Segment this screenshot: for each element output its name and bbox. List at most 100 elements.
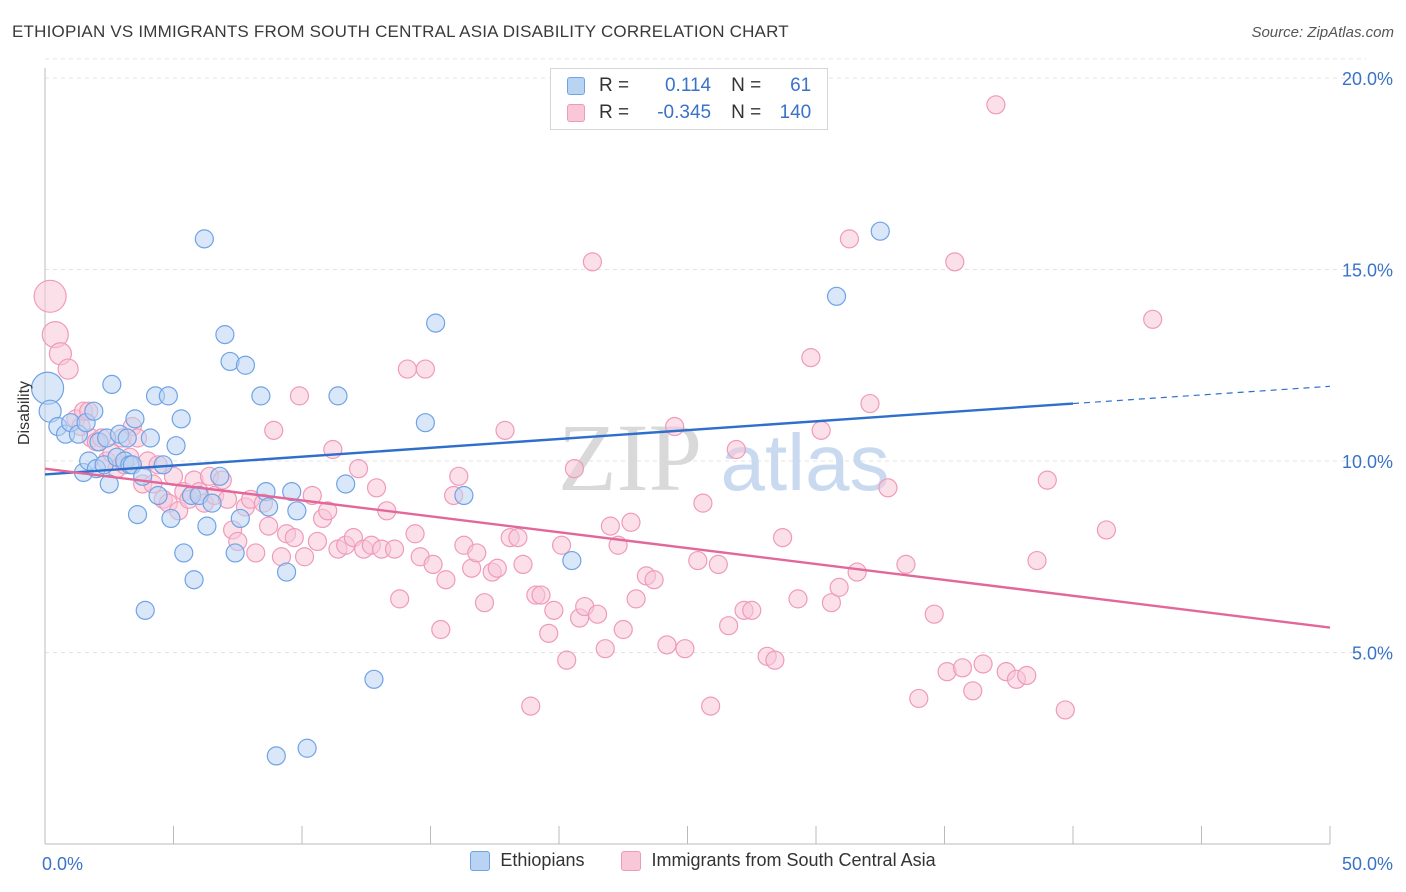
- immigrant-point: [909, 688, 929, 709]
- immigrant-point: [431, 619, 451, 640]
- immigrant-point: [1096, 520, 1117, 540]
- y-tick-label: 15.0%: [1342, 261, 1393, 281]
- r-label: R =: [599, 75, 630, 96]
- immigrant-point: [33, 279, 67, 313]
- immigrant-point: [829, 577, 849, 597]
- chart-title: ETHIOPIAN VS IMMIGRANTS FROM SOUTH CENTR…: [12, 22, 789, 41]
- immigrant-point: [973, 654, 993, 674]
- legend-row-ethiopians: R = 0.114 N = 61: [567, 73, 811, 99]
- r-value: -0.345: [657, 102, 712, 123]
- ethiopian-point: [215, 325, 235, 345]
- ethiopian-point: [870, 221, 890, 241]
- immigrant-point: [595, 639, 615, 659]
- immigrant-point: [688, 550, 708, 571]
- ethiopian-point: [148, 485, 168, 506]
- immigrant-point: [896, 554, 916, 575]
- y-tick-label: 20.0%: [1342, 69, 1393, 89]
- immigrant-point: [878, 478, 898, 498]
- immigrant-point: [963, 681, 983, 701]
- immigrant-point: [436, 570, 456, 590]
- legend-swatch-immigrants: [621, 850, 642, 871]
- immigrant-point: [474, 593, 495, 613]
- legend-item-immigrants: Immigrants from South Central Asia: [621, 850, 936, 871]
- n-value: 61: [790, 75, 812, 96]
- immigrant-point: [495, 420, 515, 440]
- immigrant-point: [415, 359, 435, 379]
- ethiopian-point: [282, 482, 302, 502]
- immigrant-point: [1143, 309, 1163, 329]
- immigrant-point: [531, 585, 551, 605]
- x-tick-label-max: 50.0%: [1342, 854, 1393, 874]
- immigrant-point: [675, 639, 695, 659]
- immigrant-point: [626, 589, 646, 609]
- immigrant-point: [467, 543, 487, 563]
- immigrant-point: [397, 359, 417, 379]
- immigrant-point: [839, 229, 860, 249]
- ethiopian-point: [251, 386, 271, 406]
- immigrant-point: [701, 696, 721, 716]
- immigrant-point: [289, 386, 310, 406]
- immigrant-point: [821, 593, 842, 613]
- immigrant-point: [307, 531, 328, 552]
- ethiopian-point: [158, 386, 178, 406]
- ethiopian-point: [99, 474, 119, 494]
- y-tick-label: 10.0%: [1342, 452, 1393, 472]
- immigrant-point: [449, 466, 469, 486]
- immigrant-point: [1055, 700, 1075, 720]
- immigrant-point: [284, 527, 304, 548]
- ethiopian-point: [258, 497, 279, 517]
- legend-item-ethiopians: Ethiopians: [470, 850, 584, 871]
- ethiopian-point: [426, 313, 446, 333]
- data-points: [30, 95, 1163, 766]
- immigrant-point: [945, 252, 965, 272]
- immigrant-point: [847, 562, 867, 582]
- ethiopian-trend-line: [44, 402, 1074, 476]
- immigrant-point: [557, 650, 577, 670]
- legend-swatch-immigrants: [567, 104, 585, 122]
- immigrant-point: [582, 252, 603, 272]
- immigrant-point: [952, 658, 973, 678]
- immigrant-point: [246, 543, 266, 563]
- immigrant-point: [348, 459, 369, 479]
- ethiopian-point: [364, 669, 384, 689]
- ethiopian-point: [276, 562, 297, 582]
- immigrant-point: [521, 696, 541, 716]
- y-tick-label: 5.0%: [1352, 644, 1393, 664]
- immigrant-point: [924, 604, 944, 624]
- immigrant-point: [1017, 665, 1037, 686]
- immigrant-point: [708, 554, 728, 575]
- ethiopian-point: [287, 501, 307, 521]
- axes: [44, 68, 1331, 845]
- immigrant-point: [665, 416, 685, 437]
- ethiopian-point: [184, 570, 204, 590]
- legend-swatch-ethiopians: [470, 850, 491, 871]
- ethiopian-point: [225, 543, 245, 563]
- tick-labels: 5.0% 10.0% 15.0% 20.0% 0.0% 50.0%: [42, 69, 1393, 874]
- series-legend: Ethiopians Immigrants from South Central…: [0, 850, 1406, 876]
- immigrant-point: [513, 554, 533, 575]
- immigrant-point: [539, 623, 559, 643]
- immigrant-point: [390, 589, 410, 609]
- ethiopian-point: [166, 436, 186, 456]
- immigrant-trend-line: [44, 467, 1331, 629]
- ethiopian-point: [135, 600, 155, 620]
- immigrant-point: [508, 527, 528, 548]
- r-value: 0.114: [664, 75, 712, 96]
- ethiopian-point: [415, 413, 435, 433]
- immigrant-point: [587, 604, 608, 624]
- ethiopian-point: [174, 543, 194, 563]
- ethiopian-point: [127, 505, 148, 525]
- immigrant-point: [423, 554, 443, 575]
- immigrant-point: [986, 95, 1006, 115]
- ethiopian-point: [84, 401, 104, 421]
- immigrant-point: [801, 347, 821, 368]
- immigrant-point: [719, 616, 739, 636]
- immigrant-point: [742, 600, 762, 620]
- x-tick-label-min: 0.0%: [42, 854, 83, 874]
- immigrant-point: [860, 393, 880, 414]
- ethiopian-point: [140, 428, 160, 448]
- immigrant-point: [772, 527, 793, 548]
- ethiopian-point: [102, 374, 122, 394]
- ethiopian-point: [328, 386, 348, 406]
- watermark-atlas: atlas: [721, 418, 890, 507]
